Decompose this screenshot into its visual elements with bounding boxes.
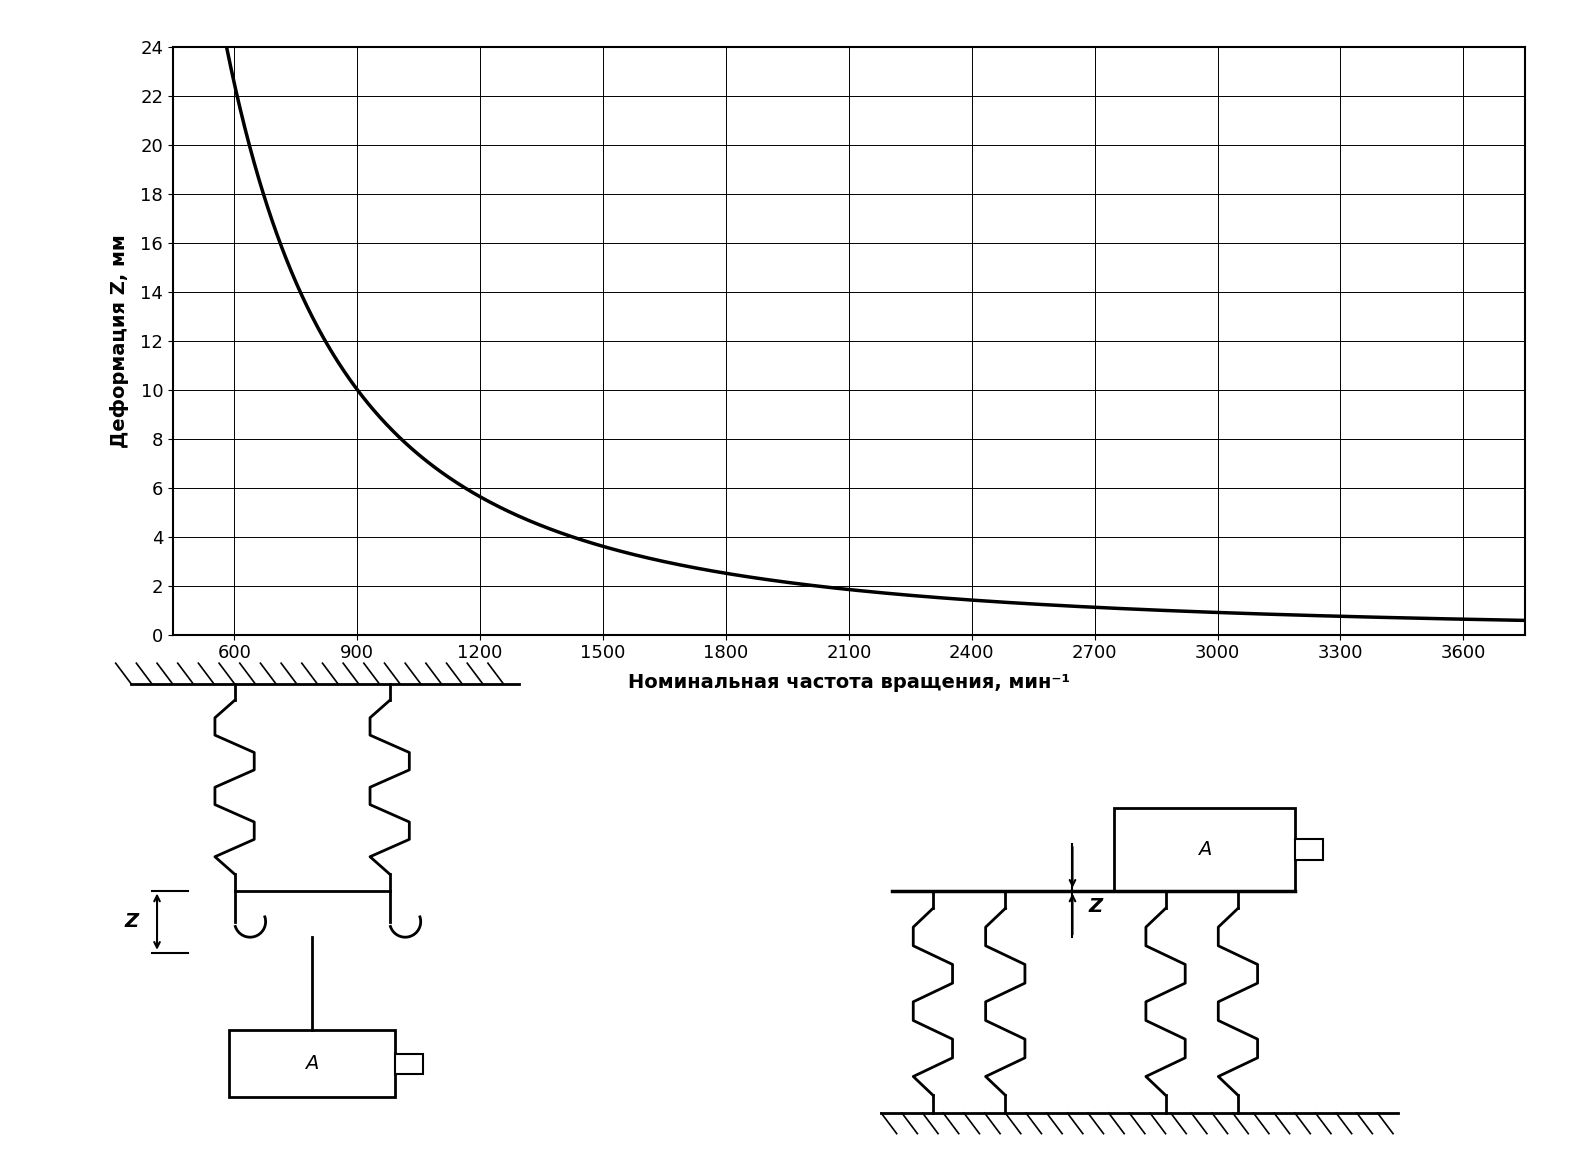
- Bar: [395, 1054, 423, 1074]
- X-axis label: Номинальная частота вращения, мин⁻¹: Номинальная частота вращения, мин⁻¹: [627, 673, 1071, 692]
- Text: Z: Z: [1088, 897, 1102, 915]
- Bar: [230, 1030, 395, 1097]
- Text: A: A: [305, 1054, 319, 1073]
- Y-axis label: Деформация Z, мм: Деформация Z, мм: [110, 234, 129, 448]
- Text: A: A: [1198, 840, 1210, 859]
- Bar: [1295, 839, 1324, 860]
- Text: Z: Z: [124, 912, 138, 931]
- Bar: [1115, 808, 1295, 891]
